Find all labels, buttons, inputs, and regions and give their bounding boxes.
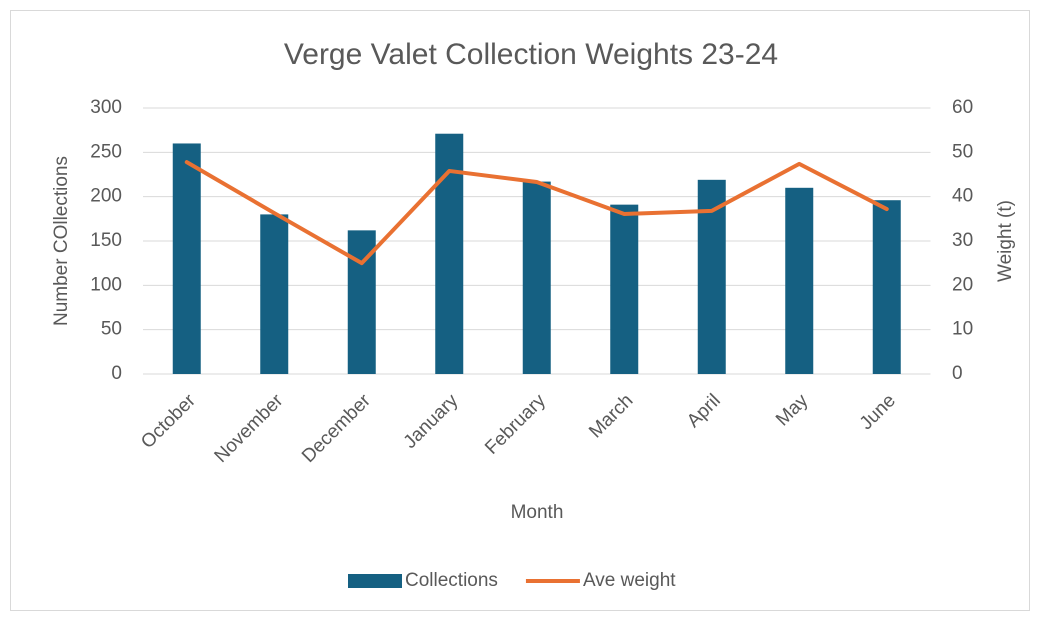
chart-title: Verge Valet Collection Weights 23-24 bbox=[284, 38, 778, 71]
y2-tick-label: 30 bbox=[952, 230, 973, 251]
y-tick-label: 300 bbox=[90, 97, 122, 118]
y2-tick-label: 50 bbox=[952, 141, 973, 162]
y-tick-label: 0 bbox=[111, 363, 122, 384]
bar bbox=[172, 143, 201, 374]
y2-tick-label: 60 bbox=[952, 97, 973, 118]
bar bbox=[872, 200, 901, 374]
y2-tick-label: 10 bbox=[952, 319, 973, 340]
y2-tick-label: 40 bbox=[952, 186, 973, 207]
legend-label: Collections bbox=[405, 570, 498, 591]
legend-label: Ave weight bbox=[583, 570, 676, 591]
y-tick-label: 150 bbox=[90, 230, 122, 251]
y-tick-label: 250 bbox=[90, 141, 122, 162]
y-tick-label: 200 bbox=[90, 186, 122, 207]
x-axis-label: Month bbox=[511, 502, 564, 523]
line bbox=[184, 160, 889, 266]
bar bbox=[260, 214, 289, 374]
y2-tick-label: 20 bbox=[952, 274, 973, 295]
y2-axis-label: Weight (t) bbox=[995, 200, 1016, 282]
y-tick-label: 50 bbox=[101, 319, 122, 340]
y-axis-label: Number COllections bbox=[51, 156, 72, 326]
legend-swatch bbox=[348, 574, 402, 588]
y2-tick-label: 0 bbox=[952, 363, 963, 384]
bar bbox=[785, 187, 814, 374]
bar bbox=[522, 181, 551, 374]
y-tick-label: 100 bbox=[90, 274, 122, 295]
bar bbox=[610, 204, 639, 374]
